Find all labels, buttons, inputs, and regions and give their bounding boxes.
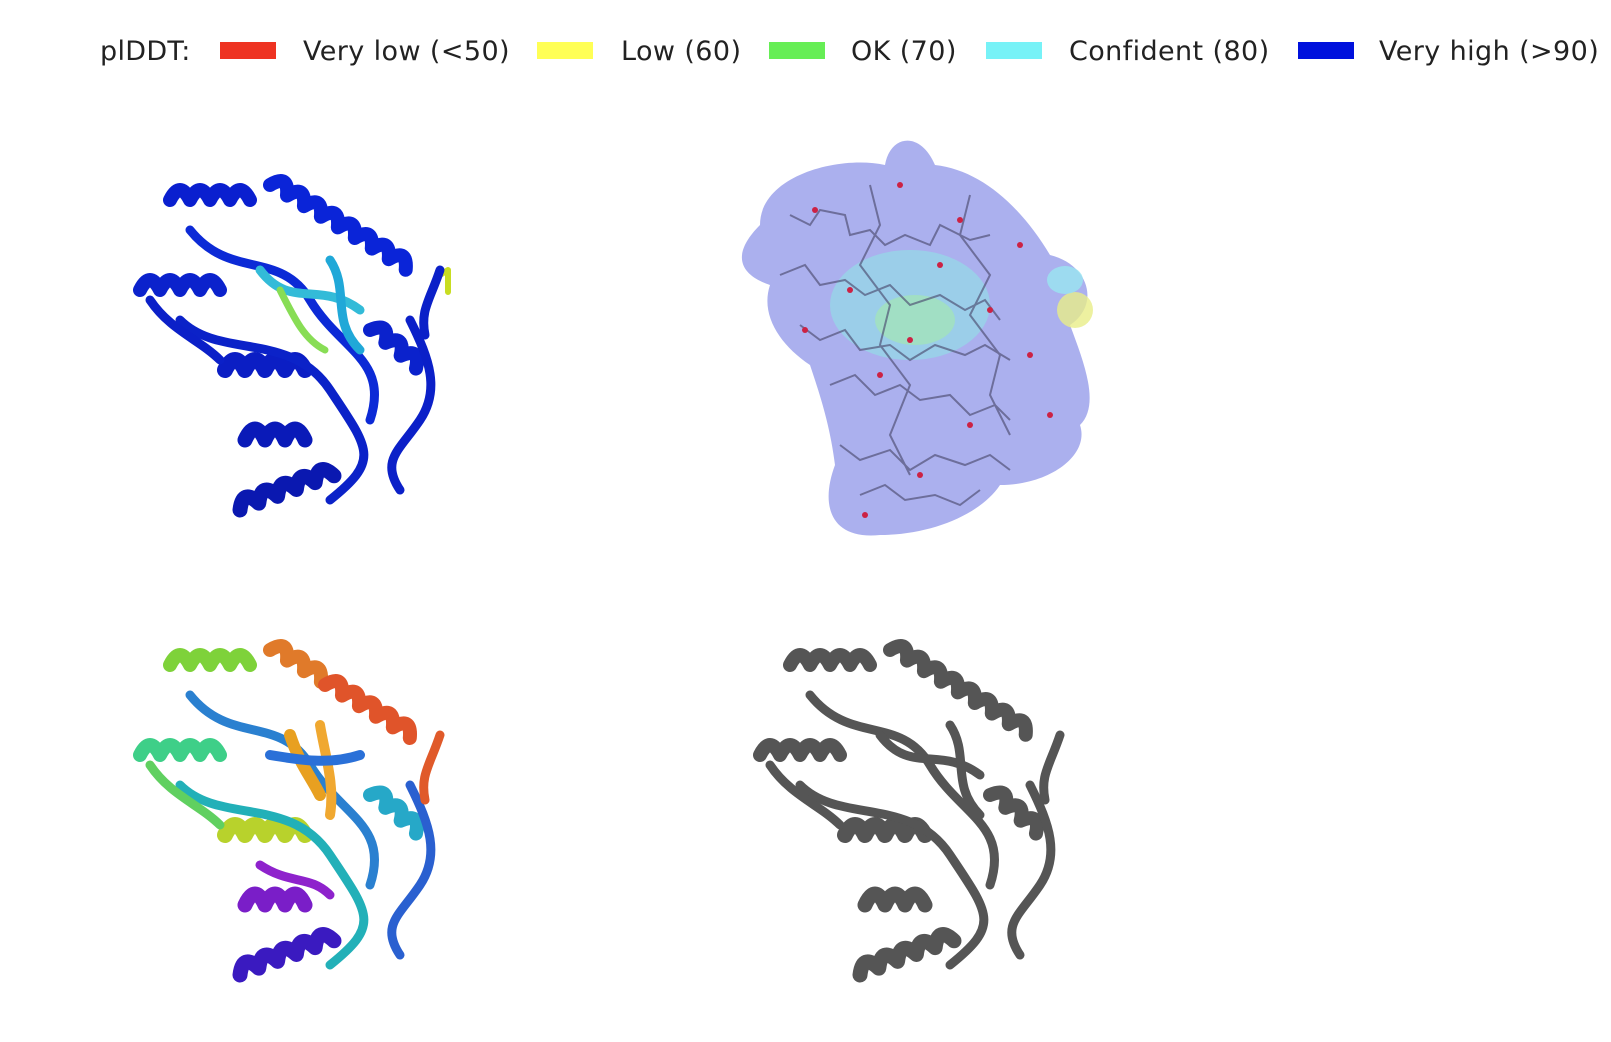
protein-cartoon-gray bbox=[753, 639, 1065, 983]
legend-label-very-low: Very low (<50) bbox=[303, 36, 510, 67]
cartoon-gray-panel bbox=[750, 625, 1090, 1005]
legend-swatch-very-low bbox=[220, 42, 276, 59]
legend-swatch-ok bbox=[769, 42, 825, 59]
legend-label-low: Low (60) bbox=[621, 36, 742, 67]
legend-label-confident: Confident (80) bbox=[1069, 36, 1270, 67]
legend-label-very-high: Very high (>90) bbox=[1379, 36, 1600, 67]
legend-swatch-low bbox=[537, 42, 593, 59]
legend-swatch-very-high bbox=[1298, 42, 1354, 59]
plddt-legend: plDDT: Very low (<50) Low (60) OK (70) C… bbox=[0, 30, 1611, 74]
cartoon-plddt-panel bbox=[130, 160, 470, 540]
protein-cartoon-rainbow bbox=[133, 639, 445, 983]
cartoon-rainbow-panel bbox=[130, 625, 470, 1005]
surface-plddt-panel bbox=[720, 125, 1120, 550]
protein-surface-plddt bbox=[741, 140, 1093, 536]
legend-title: plDDT: bbox=[100, 36, 191, 67]
legend-label-ok: OK (70) bbox=[851, 36, 957, 67]
protein-cartoon-plddt bbox=[133, 174, 451, 518]
legend-swatch-confident bbox=[986, 42, 1042, 59]
